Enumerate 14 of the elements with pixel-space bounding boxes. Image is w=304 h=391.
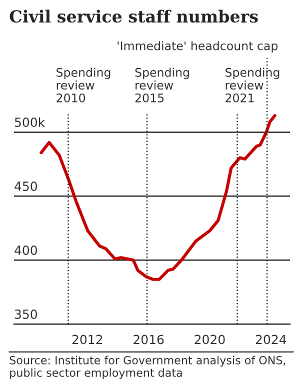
ref-line-label: 'Immediate' headcount cap — [118, 41, 278, 53]
y-tick-label: 450 — [14, 182, 38, 191]
x-tick-label: 2024 — [256, 334, 286, 344]
ref-line-label: Spending review 2015 — [135, 68, 189, 102]
source-note: Source: Institute for Government analysis of ONS, public sector employment data — [10, 356, 286, 380]
chart-title: Civil service staff numbers — [10, 10, 258, 23]
y-tick-label: 350 — [14, 309, 38, 319]
ref-line-label: Spending review 2021 — [226, 68, 280, 102]
x-tick-label: 2016 — [134, 334, 164, 344]
ref-line-label: Spending review 2010 — [56, 68, 110, 102]
y-tick-label: 500k — [14, 117, 46, 127]
y-tick-label: 400 — [14, 246, 38, 255]
x-tick-label: 2012 — [72, 334, 102, 344]
x-tick-label: 2020 — [194, 334, 225, 344]
